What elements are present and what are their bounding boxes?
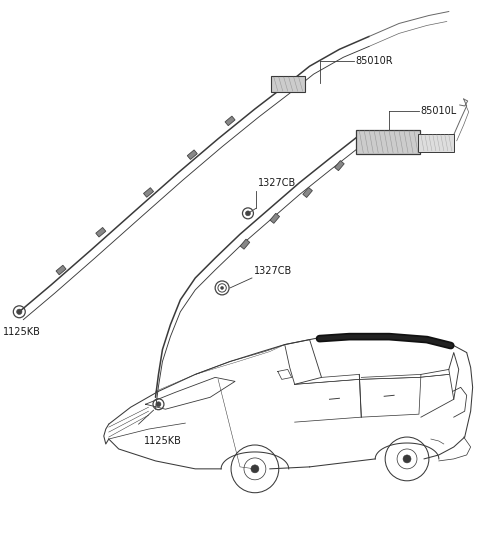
Circle shape bbox=[221, 287, 224, 289]
Circle shape bbox=[403, 455, 411, 463]
FancyBboxPatch shape bbox=[225, 116, 235, 126]
Circle shape bbox=[245, 211, 251, 216]
Text: 1327CB: 1327CB bbox=[254, 266, 292, 276]
Text: 1125KB: 1125KB bbox=[3, 327, 41, 337]
FancyBboxPatch shape bbox=[271, 76, 305, 92]
FancyBboxPatch shape bbox=[187, 150, 197, 159]
Circle shape bbox=[156, 402, 161, 407]
FancyBboxPatch shape bbox=[335, 161, 344, 171]
FancyBboxPatch shape bbox=[418, 134, 454, 152]
Text: 1327CB: 1327CB bbox=[258, 179, 296, 188]
Text: 85010R: 85010R bbox=[355, 56, 393, 66]
FancyBboxPatch shape bbox=[303, 187, 312, 198]
Circle shape bbox=[251, 465, 259, 473]
Text: 1125KB: 1125KB bbox=[144, 436, 181, 446]
FancyBboxPatch shape bbox=[144, 188, 154, 197]
FancyBboxPatch shape bbox=[270, 213, 279, 223]
FancyBboxPatch shape bbox=[356, 130, 420, 153]
FancyBboxPatch shape bbox=[96, 228, 106, 237]
FancyBboxPatch shape bbox=[56, 265, 66, 275]
FancyBboxPatch shape bbox=[240, 239, 250, 249]
Circle shape bbox=[17, 309, 22, 314]
Text: 85010L: 85010L bbox=[420, 106, 456, 116]
